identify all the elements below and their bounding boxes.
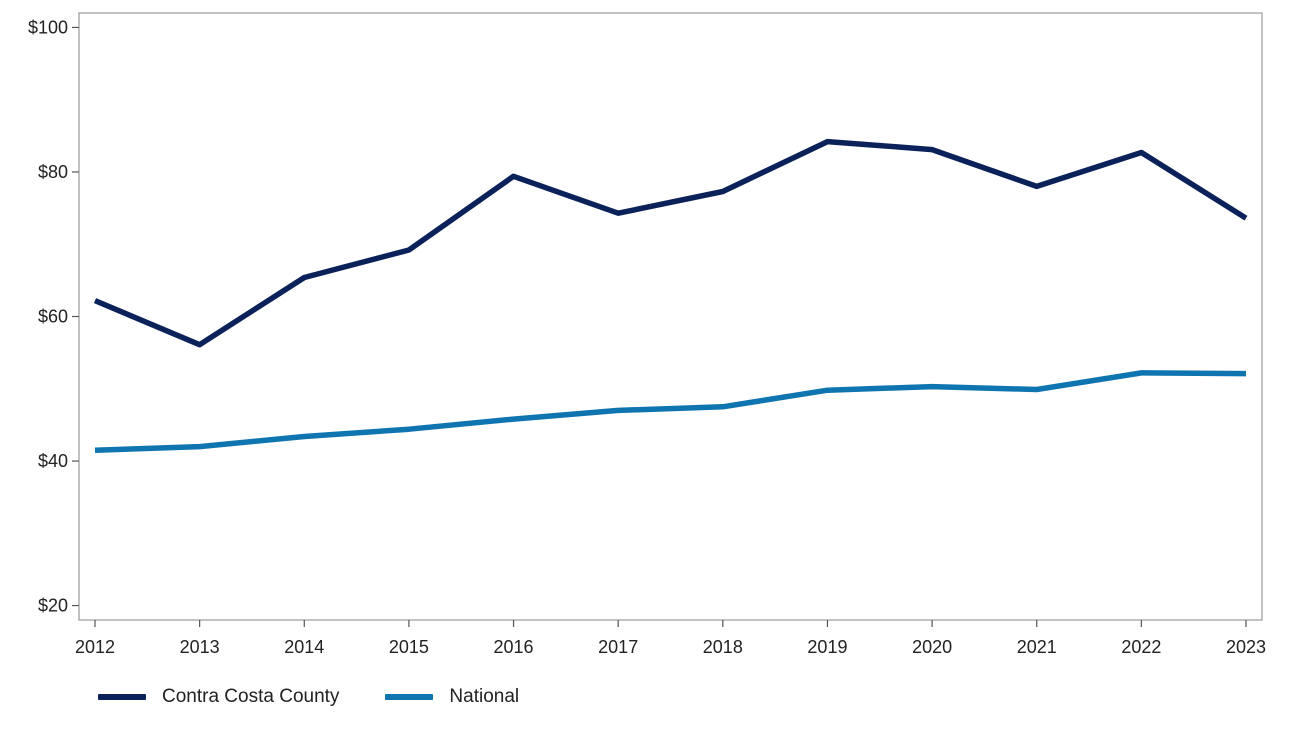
legend: Contra Costa County National: [98, 686, 565, 708]
x-tick-label: 2016: [494, 637, 534, 657]
y-axis: $20 $40 $60 $80 $100: [28, 17, 79, 616]
x-tick-label: 2020: [912, 637, 952, 657]
x-tick-label: 2021: [1017, 637, 1057, 657]
x-tick-label: 2013: [180, 637, 220, 657]
y-tick-label: $60: [38, 307, 68, 327]
legend-item-contra-costa: Contra Costa County: [98, 686, 339, 708]
x-tick-label: 2018: [703, 637, 743, 657]
series-line-contra-costa-county: [93, 138, 1248, 348]
x-axis: 2012 2013 2014 2015 2016 2017 2018 2019 2020 2021…: [75, 620, 1266, 657]
x-tick-label: 2022: [1121, 637, 1161, 657]
x-tick-label: 2017: [598, 637, 638, 657]
x-tick-label: 2023: [1226, 637, 1266, 657]
y-tick-label: $40: [38, 451, 68, 471]
y-tick-label: $20: [38, 596, 68, 616]
plot-frame: [78, 12, 1263, 621]
x-tick-label: 2015: [389, 637, 429, 657]
legend-label-contra-costa: Contra Costa County: [162, 686, 340, 707]
x-tick-label: 2014: [284, 637, 324, 657]
series-line-national: [94, 370, 1247, 453]
x-tick-label: 2012: [75, 637, 115, 657]
legend-swatch-contra-costa: [98, 694, 146, 700]
series-layer: [93, 138, 1248, 453]
legend-label-national: National: [449, 686, 520, 707]
x-tick-label: 2019: [807, 637, 847, 657]
y-tick-label: $100: [28, 17, 68, 37]
y-tick-label: $80: [38, 162, 68, 182]
legend-item-national: National: [385, 686, 519, 708]
legend-swatch-national: [385, 694, 434, 700]
